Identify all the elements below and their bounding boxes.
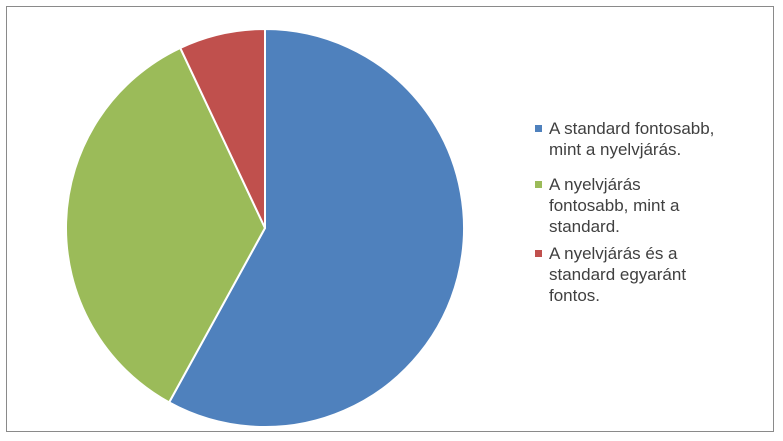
legend-swatch-green: [535, 181, 542, 188]
legend-item-equally-important: A nyelvjárás és a standard egyaránt font…: [535, 243, 775, 306]
pie-slice-standard-more-important: [167, 27, 465, 428]
legend-label: A nyelvjárás fontosabb, mint a standard.: [549, 175, 680, 236]
legend-item-dialect-more-important: A nyelvjárás fontosabb, mint a standard.: [535, 174, 775, 237]
legend: A standard fontosabb, mint a nyelvjárás.…: [535, 118, 775, 320]
legend-swatch-red: [535, 250, 542, 257]
pie-slice-dialect-more-important: [65, 46, 267, 404]
legend-swatch-blue: [535, 125, 542, 132]
legend-label: A nyelvjárás és a standard egyaránt font…: [549, 244, 687, 305]
legend-item-standard-more-important: A standard fontosabb, mint a nyelvjárás.: [535, 118, 775, 160]
pie-slice-equally-important: [178, 27, 266, 229]
legend-label: A standard fontosabb, mint a nyelvjárás.: [549, 119, 715, 159]
